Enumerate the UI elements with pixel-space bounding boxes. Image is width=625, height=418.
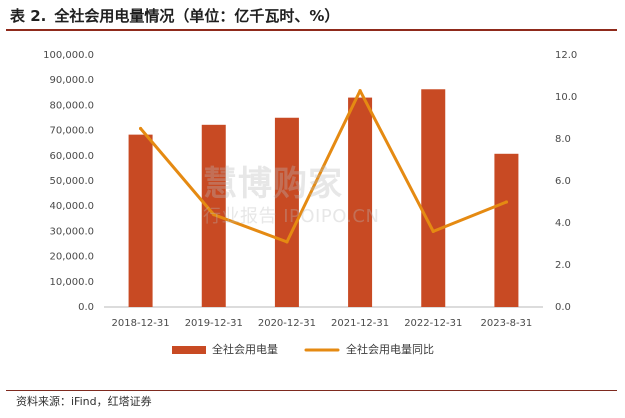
chart-title: 全社会用电量情况（单位：亿千瓦时、%） xyxy=(54,6,340,25)
left-axis-tick-label: 60,000.0 xyxy=(49,151,94,162)
bar-electricity-consumption xyxy=(348,97,373,307)
right-axis-tick-label: 8.0 xyxy=(555,134,571,145)
right-axis-tick-label: 12.0 xyxy=(555,50,577,61)
figure-title-row: 表 2. 全社会用电量情况（单位：亿千瓦时、%） xyxy=(10,3,339,27)
left-axis-tick-label: 30,000.0 xyxy=(49,226,94,237)
line-point-electricity-yoy xyxy=(504,200,509,204)
left-axis-tick-label: 20,000.0 xyxy=(49,252,94,263)
left-axis-tick-label: 90,000.0 xyxy=(49,75,94,86)
bar-electricity-consumption xyxy=(494,153,519,307)
right-axis-tick-label: 6.0 xyxy=(555,176,571,187)
chart-area: 0.0 10,000.0 20,000.0 30,000.0 40,000.0 50,00… xyxy=(0,31,625,390)
x-axis-tick-label: 2018-12-31 xyxy=(112,318,170,329)
source-note: 资料来源：iFind，红塔证券 xyxy=(16,395,152,408)
table-label: 表 2. xyxy=(10,6,47,25)
x-axis-tick-label: 2023-8-31 xyxy=(481,318,533,329)
line-electricity-yoy xyxy=(139,89,508,244)
left-axis-tick-label: 70,000.0 xyxy=(49,126,94,137)
line-point-electricity-yoy xyxy=(138,126,143,131)
combo-chart: 0.0 10,000.0 20,000.0 30,000.0 40,000.0 50,00… xyxy=(43,50,577,356)
left-axis-tick-label: 50,000.0 xyxy=(49,176,94,187)
left-axis-tick-label: 80,000.0 xyxy=(49,100,94,111)
right-axis-tick-label: 10.0 xyxy=(555,92,577,103)
legend-bar-swatch xyxy=(172,346,206,354)
legend-label-bar: 全社会用电量 xyxy=(212,342,278,356)
x-axis-tick-label: 2020-12-31 xyxy=(258,318,316,329)
left-axis-tick-label: 40,000.0 xyxy=(49,201,94,212)
bar-electricity-consumption xyxy=(421,89,446,307)
legend-label-line: 全社会用电量同比 xyxy=(346,342,434,356)
right-axis-tick-label: 0.0 xyxy=(555,302,571,313)
right-axis-tick-label: 2.0 xyxy=(555,260,571,271)
line-point-electricity-yoy xyxy=(431,229,435,233)
bar-electricity-consumption xyxy=(128,134,153,307)
line-point-electricity-yoy xyxy=(358,89,362,93)
line-point-electricity-yoy xyxy=(285,240,289,244)
left-axis-tick-label: 0.0 xyxy=(78,302,94,313)
title-divider xyxy=(6,29,617,31)
line-point-electricity-yoy xyxy=(212,213,216,217)
right-axis-tick-label: 4.0 xyxy=(555,218,571,229)
x-axis-tick-label: 2021-12-31 xyxy=(331,318,389,329)
bar-electricity-consumption xyxy=(274,117,299,307)
x-axis-tick-label: 2022-12-31 xyxy=(404,318,462,329)
left-axis-tick-label: 10,000.0 xyxy=(49,277,94,288)
source-divider xyxy=(6,390,617,391)
left-axis-tick-label: 100,000.0 xyxy=(43,50,94,61)
x-axis-tick-label: 2019-12-31 xyxy=(185,318,243,329)
